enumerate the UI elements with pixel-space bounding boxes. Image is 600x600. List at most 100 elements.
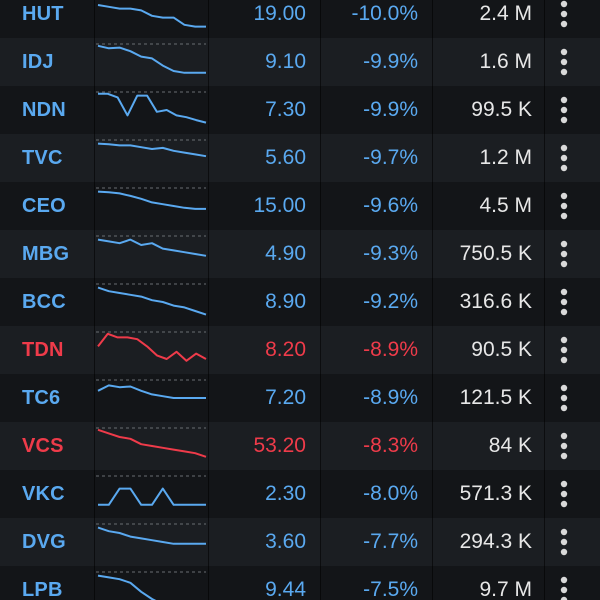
price-value: 8.20: [265, 338, 306, 361]
sparkline-chart: [96, 475, 206, 506]
more-options-icon[interactable]: [548, 0, 580, 38]
sparkline-path: [97, 332, 207, 362]
sparkline-chart: [96, 235, 207, 257]
more-options-icon[interactable]: [548, 422, 580, 470]
price-value: 2.30: [265, 482, 306, 505]
sparkline-chart: [96, 43, 206, 74]
volume-value: 1.2 M: [479, 146, 532, 169]
ticker-symbol: DVG: [22, 531, 66, 553]
sparkline-path: [97, 286, 207, 316]
table-row[interactable]: TDN 8.20 -8.9% 90.5 K: [0, 326, 600, 374]
sparkline-path: [97, 428, 207, 458]
more-options-icon[interactable]: [548, 230, 580, 278]
sparkline-chart: [96, 91, 207, 124]
price-value: 9.10: [265, 50, 306, 73]
volume-value: 294.3 K: [459, 530, 532, 553]
sparkline-path: [97, 384, 206, 399]
volume-value: 571.3 K: [459, 482, 532, 505]
price-value: 19.00: [253, 2, 306, 25]
price-value: 15.00: [253, 194, 306, 217]
table-row[interactable]: HUT 19.00 -10.0% 2.4 M: [0, 0, 600, 38]
percent-change: -9.7%: [363, 146, 418, 169]
more-options-icon[interactable]: [548, 86, 580, 134]
more-options-icon[interactable]: [548, 470, 580, 518]
sparkline-chart: [96, 283, 207, 316]
percent-change: -7.5%: [363, 578, 418, 600]
table-row[interactable]: NDN 7.30 -9.9% 99.5 K: [0, 86, 600, 134]
ticker-symbol: VKC: [22, 483, 65, 505]
sparkline-chart: [96, 379, 206, 399]
sparkline-path: [97, 142, 207, 158]
ticker-symbol: LPB: [22, 579, 63, 600]
price-value: 5.60: [265, 146, 306, 169]
table-row[interactable]: CEO 15.00 -9.6% 4.5 M: [0, 182, 600, 230]
sparkline-path: [97, 526, 206, 545]
sparkline-chart: [96, 187, 206, 210]
more-options-icon[interactable]: [548, 278, 580, 326]
percent-change: -9.3%: [363, 242, 418, 265]
table-row[interactable]: TC6 7.20 -8.9% 121.5 K: [0, 374, 600, 422]
volume-value: 9.7 M: [479, 578, 532, 600]
more-options-icon[interactable]: [548, 566, 580, 600]
volume-value: 316.6 K: [459, 290, 532, 313]
percent-change: -7.7%: [363, 530, 418, 553]
sparkline-chart: [96, 571, 206, 600]
volume-value: 4.5 M: [479, 194, 532, 217]
percent-change: -9.2%: [363, 290, 418, 313]
more-options-icon[interactable]: [548, 518, 580, 566]
column-separator: [544, 0, 545, 600]
percent-change: -9.9%: [363, 98, 418, 121]
ticker-symbol: VCS: [22, 435, 64, 457]
column-separator: [94, 0, 95, 600]
table-row[interactable]: TVC 5.60 -9.7% 1.2 M: [0, 134, 600, 182]
volume-value: 750.5 K: [459, 242, 532, 265]
sparkline-path: [97, 574, 157, 600]
percent-change: -8.9%: [363, 386, 418, 409]
sparkline-chart: [96, 331, 207, 362]
percent-change: -10.0%: [351, 2, 418, 25]
ticker-symbol: TC6: [22, 387, 61, 409]
percent-change: -9.9%: [363, 50, 418, 73]
ticker-symbol: TDN: [22, 339, 64, 361]
sparkline-path: [97, 190, 206, 210]
sparkline-path: [97, 4, 206, 28]
percent-change: -9.6%: [363, 194, 418, 217]
price-value: 9.44: [265, 578, 306, 600]
ticker-symbol: TVC: [22, 147, 63, 169]
sparkline-path: [98, 487, 206, 506]
table-row[interactable]: VCS 53.20 -8.3% 84 K: [0, 422, 600, 470]
more-options-icon[interactable]: [548, 134, 580, 182]
table-row[interactable]: IDJ 9.10 -9.9% 1.6 M: [0, 38, 600, 86]
price-value: 7.30: [265, 98, 306, 121]
more-options-icon[interactable]: [548, 182, 580, 230]
table-row[interactable]: LPB 9.44 -7.5% 9.7 M: [0, 566, 600, 600]
volume-value: 121.5 K: [459, 386, 532, 409]
ticker-symbol: IDJ: [22, 51, 54, 73]
sparkline-path: [98, 92, 207, 124]
volume-value: 99.5 K: [471, 98, 532, 121]
volume-value: 1.6 M: [479, 50, 532, 73]
more-options-icon[interactable]: [548, 374, 580, 422]
ticker-symbol: MBG: [22, 243, 70, 265]
table-row[interactable]: VKC 2.30 -8.0% 571.3 K: [0, 470, 600, 518]
ticker-symbol: CEO: [22, 195, 66, 217]
ticker-symbol: BCC: [22, 291, 66, 313]
column-separator: [320, 0, 321, 600]
more-options-icon[interactable]: [548, 326, 580, 374]
more-options-icon[interactable]: [548, 38, 580, 86]
volume-value: 2.4 M: [479, 2, 532, 25]
percent-change: -8.3%: [363, 434, 418, 457]
percent-change: -8.0%: [363, 482, 418, 505]
ticker-symbol: HUT: [22, 3, 64, 25]
price-value: 7.20: [265, 386, 306, 409]
column-separator: [208, 0, 209, 600]
column-separator: [432, 0, 433, 600]
table-row[interactable]: DVG 3.60 -7.7% 294.3 K: [0, 518, 600, 566]
table-row[interactable]: MBG 4.90 -9.3% 750.5 K: [0, 230, 600, 278]
price-value: 4.90: [265, 242, 306, 265]
sparkline-path: [97, 44, 206, 74]
table-row[interactable]: BCC 8.90 -9.2% 316.6 K: [0, 278, 600, 326]
sparkline-chart: [96, 427, 207, 458]
sparkline-chart: [97, 4, 206, 28]
